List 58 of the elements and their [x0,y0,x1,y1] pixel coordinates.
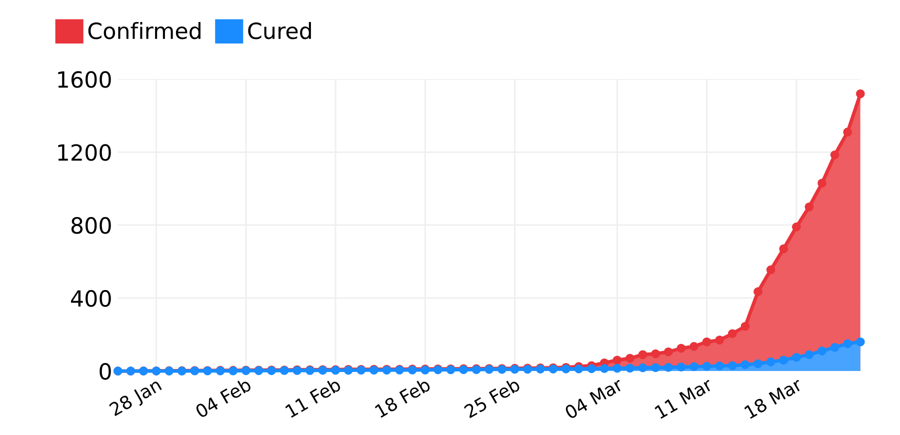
point [830,342,840,352]
legend-label: Confirmed [88,22,200,40]
point [702,362,712,371]
y-tick-label: 1600 [58,71,111,88]
point [792,222,801,232]
legend-label: Cured [248,22,311,40]
point [690,342,698,351]
point [728,361,737,370]
point [740,322,750,331]
x-tick-label: 25 Feb [463,377,521,418]
point [600,364,609,373]
y-tick-label: 400 [71,290,111,307]
point [843,339,852,348]
point [754,287,762,296]
point [664,348,673,356]
point [676,344,686,353]
x-tick-label: 11 Feb [284,377,342,418]
x-tick-label: 28 Jan [108,380,162,416]
point [638,350,648,360]
point [626,364,634,373]
point [612,364,622,373]
point [676,362,686,372]
point [651,349,660,358]
point [804,350,814,360]
y-tick-label: 800 [71,217,111,234]
point [715,362,724,370]
point [830,150,840,160]
point [690,362,698,372]
point [664,363,673,372]
point [728,329,737,338]
point [818,346,826,356]
x-tick-label: 04 Feb [194,377,252,418]
point [818,178,826,188]
point [612,356,622,364]
point [804,202,814,212]
point [626,354,634,363]
point [843,128,852,136]
x-tick-label: 18 Mar [744,376,804,420]
y-tick-label: 1200 [58,144,111,161]
point [574,364,584,374]
point [779,356,788,364]
point [740,360,750,370]
x-tick-label: 04 Mar [564,376,624,420]
point [702,337,712,346]
point [715,336,724,344]
point [638,363,648,372]
point [587,364,596,374]
point [856,337,865,346]
point [856,89,865,98]
point [766,265,776,274]
x-tick-label: 11 Mar [654,377,714,420]
point [754,359,762,368]
point [766,358,776,366]
point [779,244,788,254]
x-tick-label: 18 Feb [374,377,432,418]
y-tick-label: 0 [100,363,111,380]
point [792,352,801,362]
point [651,363,660,372]
